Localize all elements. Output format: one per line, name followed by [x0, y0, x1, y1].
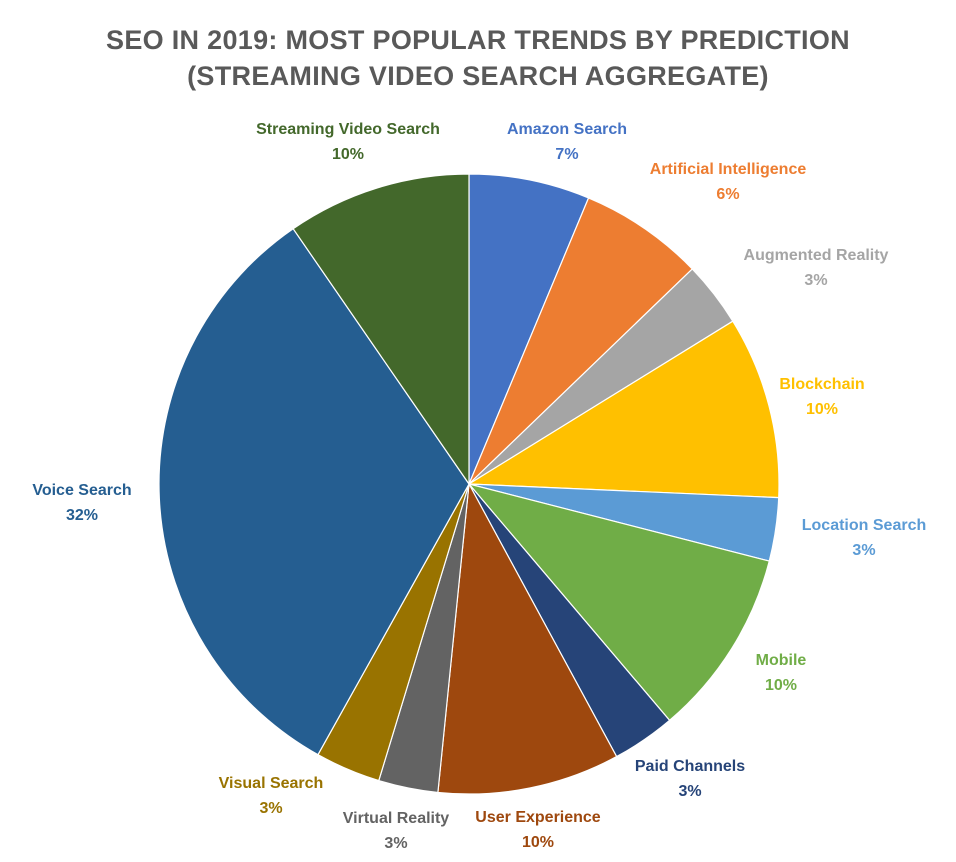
chart-title: SEO IN 2019: MOST POPULAR TRENDS BY PRED… [0, 22, 956, 94]
data-label-percent: 3% [259, 800, 283, 817]
data-label-percent: 7% [555, 146, 579, 163]
data-label-name: Visual Search [218, 775, 324, 792]
data-label-percent: 3% [678, 783, 702, 800]
chart-title-line-2: (STREAMING VIDEO SEARCH AGGREGATE) [187, 61, 769, 91]
pie-slice-blockchain [467, 320, 780, 499]
data-label-percent: 10% [764, 677, 798, 694]
chart-title-line-1: SEO IN 2019: MOST POPULAR TRENDS BY PRED… [106, 25, 850, 55]
data-label-percent: 10% [331, 146, 365, 163]
data-label-name: Location Search [801, 517, 927, 534]
data-label-name: Artificial Intelligence [649, 161, 807, 178]
data-label-name: Augmented Reality [743, 247, 889, 264]
data-label-name: Amazon Search [506, 121, 628, 138]
data-label: Mobile 10% [756, 648, 807, 698]
data-label: Voice Search 32% [32, 478, 131, 528]
data-label: Augmented Reality 3% [744, 243, 889, 293]
data-label-name: Virtual Reality [342, 810, 450, 827]
data-label-name: Streaming Video Search [256, 121, 440, 138]
pie-slice-voice-search [158, 227, 470, 756]
pie-slice-user-experience [437, 481, 618, 795]
data-label-name: Blockchain [779, 376, 865, 393]
data-label: Virtual Reality 3% [343, 806, 449, 856]
data-label-percent: 3% [852, 542, 876, 559]
data-label: Blockchain 10% [779, 372, 864, 422]
data-label: Artificial Intelligence 6% [650, 157, 806, 207]
pie-slice-mobile [467, 482, 770, 722]
pie-slice-artificial-intelligence [468, 197, 694, 485]
data-label-percent: 10% [805, 401, 839, 418]
data-label: Visual Search 3% [219, 771, 324, 821]
data-label-percent: 10% [521, 834, 555, 851]
data-label: User Experience 10% [475, 805, 600, 855]
data-label-percent: 32% [65, 507, 99, 524]
data-label: Paid Channels 3% [635, 754, 745, 804]
data-label: Streaming Video Search 10% [256, 117, 440, 167]
data-label-name: User Experience [475, 809, 601, 826]
data-label: Location Search 3% [802, 513, 926, 563]
data-label: Amazon Search 7% [507, 117, 627, 167]
data-label-name: Paid Channels [634, 758, 746, 775]
pie-slice-amazon-search [468, 173, 590, 485]
data-label-percent: 3% [384, 835, 408, 852]
data-label-percent: 6% [716, 186, 740, 203]
pie-slice-streaming-video-search [292, 173, 470, 486]
data-label-name: Mobile [755, 652, 807, 669]
data-label-name: Voice Search [32, 482, 132, 499]
data-label-percent: 3% [804, 272, 828, 289]
